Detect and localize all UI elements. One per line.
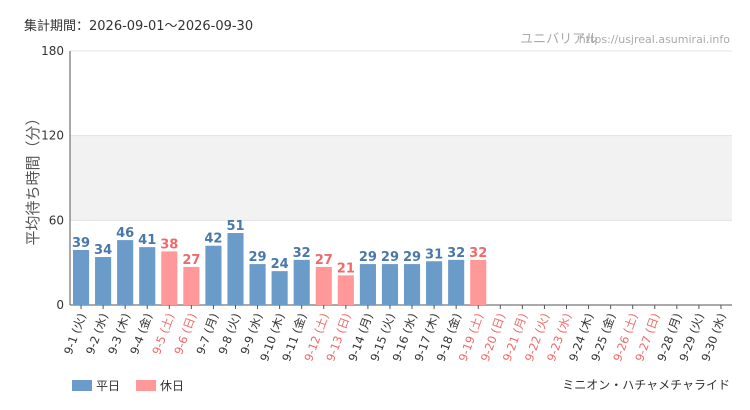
data-label: 27 [315,253,333,268]
bar [448,259,465,305]
site-url: https://usjreal.asumirai.info [579,33,730,46]
data-label: 29 [381,250,399,265]
data-label: 41 [138,233,156,248]
data-label: 31 [425,247,443,262]
bar [470,259,487,305]
data-label: 29 [249,250,267,265]
data-label: 32 [293,246,311,261]
data-label: 34 [94,243,112,258]
data-label: 46 [116,226,134,241]
data-label: 29 [403,250,421,265]
legend-swatch-holiday [136,380,156,391]
bar [315,266,332,305]
y-tick-label: 180 [41,44,64,58]
bar [95,257,112,305]
bar [139,247,156,305]
bar [337,275,354,305]
legend-label-weekday: 平日 [96,379,120,393]
bar [161,251,178,305]
bar [72,249,90,305]
bar [293,259,310,305]
data-label: 29 [359,250,377,265]
bar [359,264,376,305]
bar [227,233,244,305]
bar [249,264,266,305]
data-label: 32 [447,246,465,261]
bar [205,245,222,305]
bar [381,264,399,305]
bar [183,266,200,305]
y-tick-label: 60 [49,213,64,227]
data-label: 51 [226,219,244,234]
bar [403,264,421,305]
y-tick-label: 120 [41,129,64,143]
data-label: 27 [182,253,200,268]
bar [271,271,288,305]
site-name: ユニバリアル [520,32,598,47]
data-label: 42 [204,232,222,247]
y-tick-label: 0 [56,298,64,312]
y-axis-title: 平均待ち時間（分） [24,110,42,245]
highlight-band [70,135,732,221]
attraction-name: ミニオン・ハチャメチャライド [562,378,730,392]
bar [117,240,134,305]
data-label: 38 [160,237,178,252]
legend-label-holiday: 休日 [160,379,184,393]
data-label: 39 [72,236,90,251]
period-label: 集計期間：2026-09-01〜2026-09-30 [24,18,253,34]
data-label: 32 [469,246,487,261]
legend-swatch-weekday [72,380,92,391]
data-label: 21 [337,261,355,276]
bar [426,261,443,305]
data-label: 24 [271,257,289,272]
